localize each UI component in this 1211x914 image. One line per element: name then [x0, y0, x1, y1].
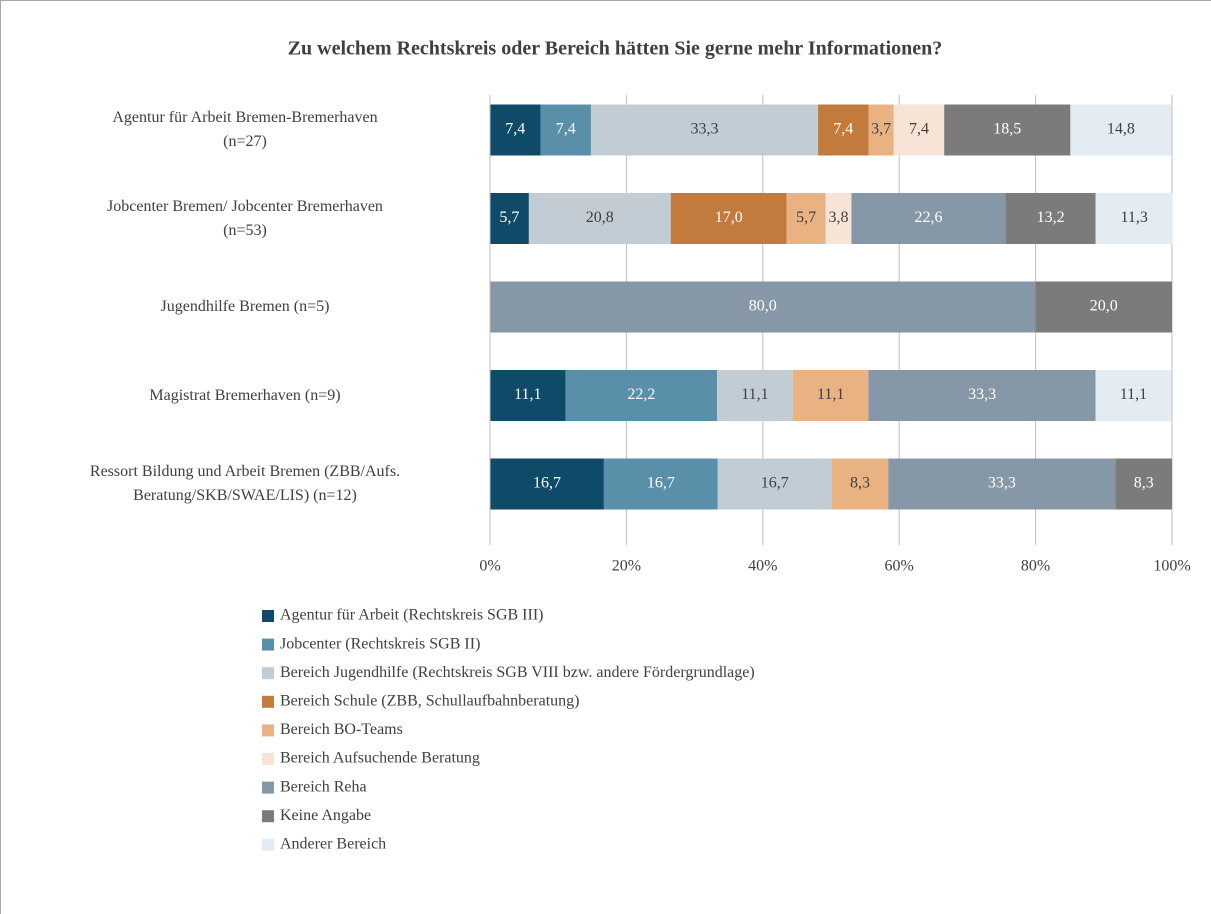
data-label: 13,2 [1037, 209, 1065, 226]
legend-label: Bereich BO-Teams [280, 721, 403, 738]
category-label: Ressort Bildung und Arbeit Bremen (ZBB/A… [89, 463, 401, 504]
data-label: 11,1 [741, 386, 768, 403]
legend-label: Agentur für Arbeit (Rechtskreis SGB III) [280, 607, 544, 624]
data-label: 22,2 [627, 386, 655, 403]
data-label: 33,3 [968, 386, 996, 403]
bar-segment [792, 370, 869, 421]
bar-segment [565, 370, 718, 421]
bar-segment [490, 281, 1036, 333]
bar-segment [893, 104, 945, 156]
x-tick-label: 100% [1153, 558, 1190, 575]
legend-swatch [262, 781, 274, 794]
data-label: 14,8 [1107, 121, 1135, 138]
legend-label: Bereich Aufsuchende Beratung [280, 750, 480, 767]
data-label: 11,3 [1120, 209, 1147, 226]
legend-label: Bereich Jugendhilfe (Rechtskreis SGB VII… [280, 664, 755, 681]
bar-segment [603, 458, 718, 510]
data-label: 7,4 [833, 121, 853, 138]
data-label: 18,5 [993, 121, 1021, 138]
legend-label: Bereich Reha [280, 778, 367, 795]
data-label: 3,7 [871, 121, 891, 138]
legend-swatch [262, 753, 274, 765]
bar-segment [868, 370, 1096, 421]
data-label: 33,3 [988, 475, 1016, 492]
legend-swatch [262, 838, 274, 851]
legend-swatch [262, 610, 274, 622]
bar-segment [490, 370, 566, 421]
bar-segment [590, 104, 819, 156]
data-label: 20,0 [1090, 298, 1118, 315]
x-tick-label: 80% [1021, 558, 1050, 575]
chart-title: Zu welchem Rechtskreis oder Bereich hätt… [288, 38, 943, 60]
x-tick-label: 40% [748, 558, 777, 575]
data-label: 20,8 [586, 209, 614, 226]
bar-segment [1070, 104, 1172, 156]
bar-segment [490, 458, 604, 510]
bar-segment [831, 458, 889, 510]
data-label: 80,0 [749, 298, 777, 315]
bar-segment [670, 193, 787, 244]
bar-segment [944, 104, 1071, 156]
x-tick-label: 20% [612, 558, 641, 575]
x-tick-label: 60% [885, 558, 914, 575]
bar-segment [540, 104, 591, 156]
bar-segment [825, 193, 852, 244]
bar-segment [888, 458, 1116, 510]
data-label: 16,7 [647, 475, 675, 492]
category-label: Jugendhilfe Bremen (n=5) [160, 298, 330, 315]
data-label: 17,0 [715, 209, 743, 226]
bar-segment [717, 458, 832, 510]
data-label: 7,4 [556, 121, 576, 138]
legend-label: Anderer Bereich [280, 835, 386, 852]
data-label: 5,7 [499, 209, 519, 226]
legend-swatch [262, 638, 274, 651]
legend-swatch [262, 724, 274, 737]
legend-swatch [262, 695, 274, 708]
category-label: Agentur für Arbeit Bremen-Bremerhaven (n… [112, 109, 378, 150]
bar-segment [851, 193, 1006, 244]
data-label: 8,3 [850, 475, 870, 492]
data-label: 11,1 [1120, 386, 1147, 403]
bar-segment [1095, 370, 1172, 421]
bar-segment [717, 370, 793, 421]
legend-swatch [262, 810, 274, 823]
legend-label: Keine Angabe [280, 807, 371, 824]
legend-label: Jobcenter (Rechtskreis SGB II) [280, 635, 480, 652]
bar-segment [818, 104, 869, 156]
data-label: 16,7 [533, 475, 561, 492]
legend-label: Bereich Schule (ZBB, Schullaufbahnberatu… [280, 692, 579, 709]
bar-segment [1095, 193, 1173, 244]
data-label: 8,3 [1134, 475, 1154, 492]
category-label: Jobcenter Bremen/ Jobcenter Bremerhaven … [107, 197, 383, 239]
data-label: 7,4 [909, 121, 929, 138]
data-label: 3,8 [829, 209, 849, 226]
data-label: 33,3 [690, 121, 718, 138]
x-tick-label: 0% [479, 558, 500, 575]
bar-segment [490, 104, 541, 156]
data-label: 5,7 [796, 209, 816, 226]
data-label: 16,7 [761, 475, 789, 492]
legend-swatch [262, 667, 274, 680]
data-label: 7,4 [505, 121, 525, 138]
data-label: 11,1 [817, 386, 844, 403]
bar-segment [786, 193, 826, 244]
data-label: 22,6 [915, 209, 943, 226]
bar-segment [490, 193, 529, 244]
bar-segment [1005, 193, 1096, 244]
bar-segment [868, 104, 894, 156]
category-label: Magistrat Bremerhaven (n=9) [149, 386, 341, 404]
bar-segment [528, 193, 671, 244]
bar-segment [1115, 458, 1172, 510]
bar-segment [1035, 281, 1172, 333]
data-label: 11,1 [514, 386, 541, 403]
